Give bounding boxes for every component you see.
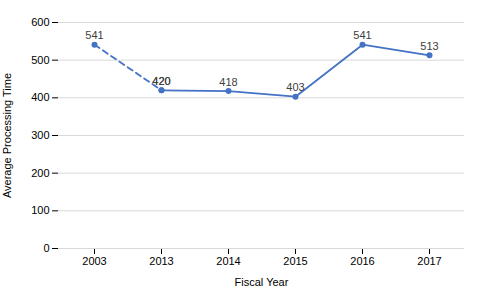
svg-text:Fiscal Year: Fiscal Year — [235, 276, 289, 288]
svg-text:403: 403 — [286, 81, 304, 93]
svg-text:2014: 2014 — [216, 255, 240, 267]
svg-text:200: 200 — [31, 167, 49, 179]
svg-text:400: 400 — [31, 91, 49, 103]
svg-text:513: 513 — [420, 40, 438, 52]
svg-text:2016: 2016 — [350, 255, 374, 267]
svg-text:420: 420 — [152, 75, 170, 87]
svg-text:418: 418 — [219, 76, 237, 88]
svg-text:2003: 2003 — [82, 255, 106, 267]
svg-text:541: 541 — [85, 29, 103, 41]
svg-text:500: 500 — [31, 54, 49, 66]
svg-text:420: 420 — [152, 75, 170, 87]
svg-text:100: 100 — [31, 204, 49, 216]
svg-text:541: 541 — [353, 29, 371, 41]
svg-text:300: 300 — [31, 129, 49, 141]
svg-text:2015: 2015 — [283, 255, 307, 267]
svg-text:Average Processing Time: Average Processing Time — [1, 73, 13, 198]
svg-text:2013: 2013 — [149, 255, 173, 267]
svg-text:600: 600 — [31, 16, 49, 28]
svg-text:0: 0 — [43, 242, 49, 254]
svg-text:2017: 2017 — [417, 255, 441, 267]
